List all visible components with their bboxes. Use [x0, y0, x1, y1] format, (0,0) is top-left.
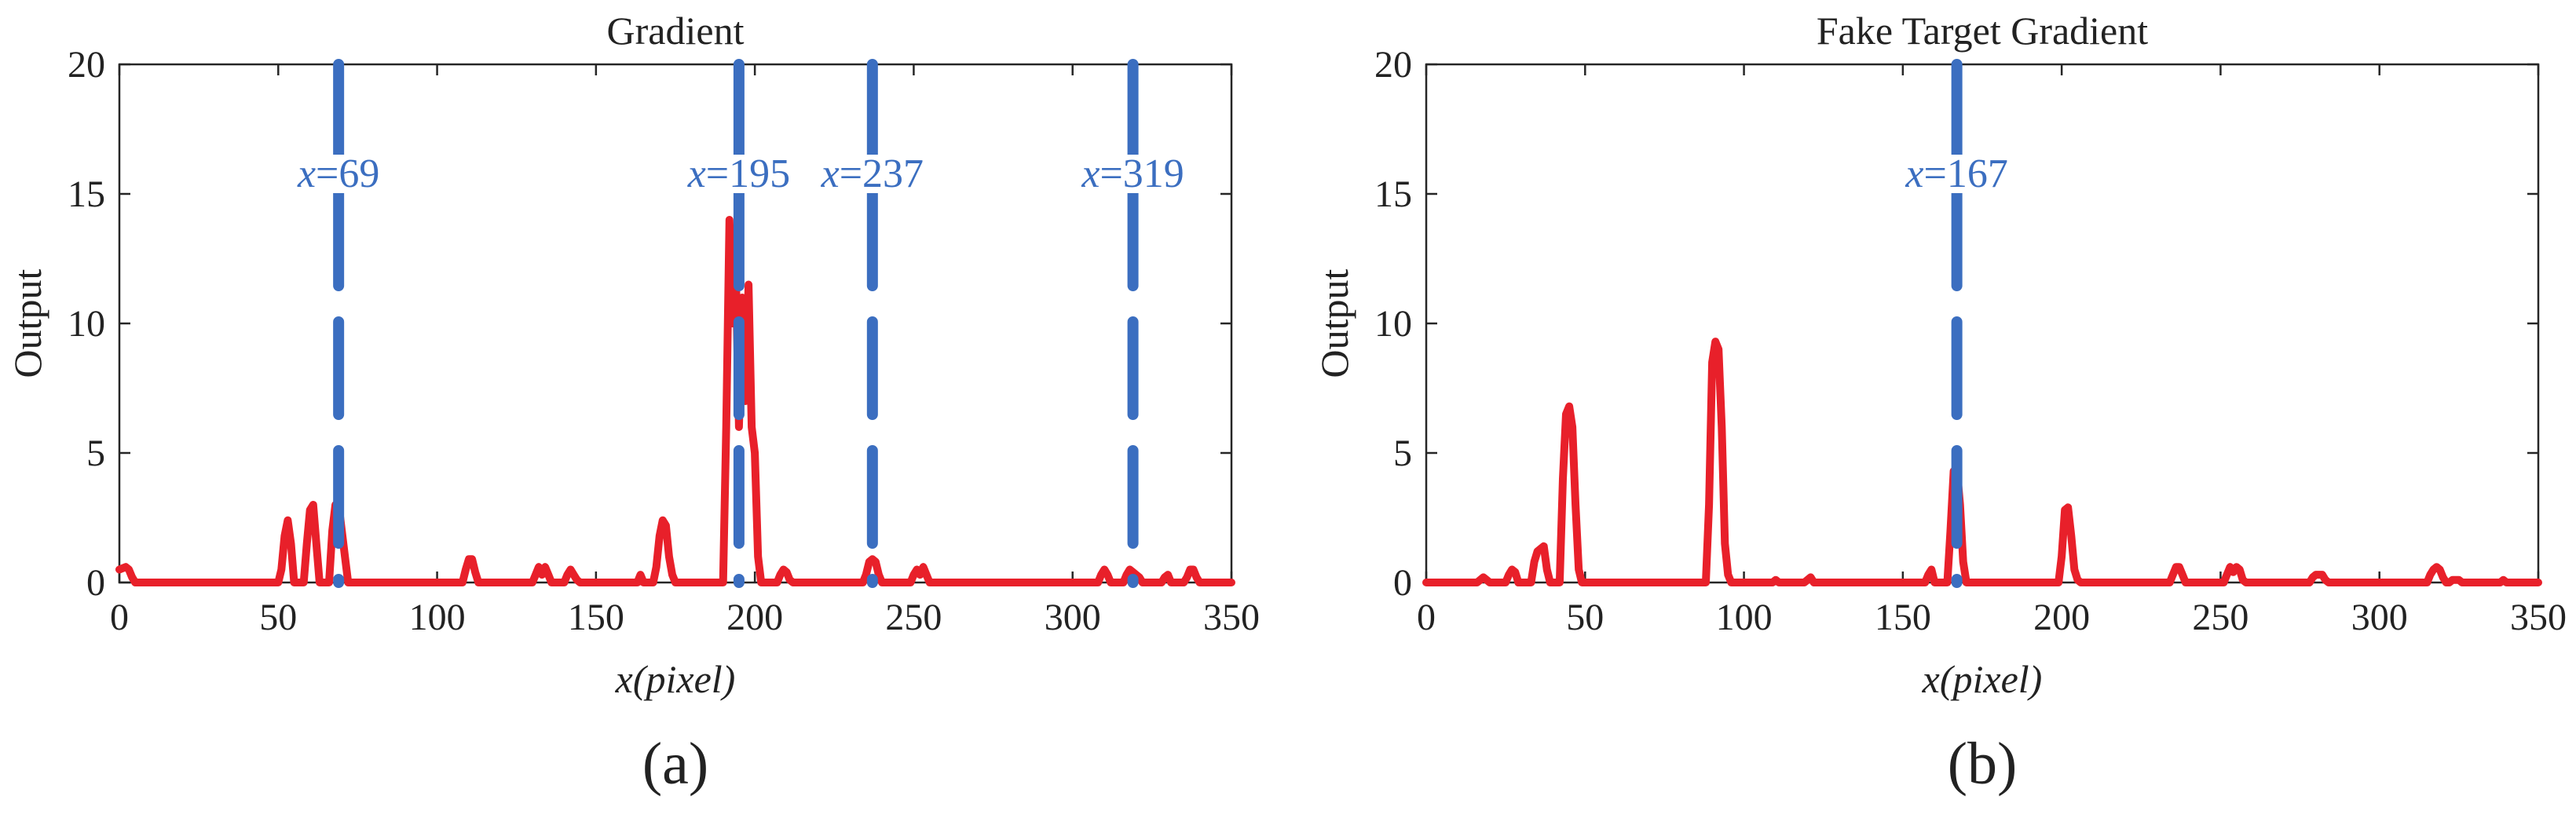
annotation-label-bg [1078, 155, 1187, 193]
annotation-label-value: =237 [840, 152, 924, 196]
x-axis-label: x(pixel) [1922, 657, 2043, 701]
y-tick-label: 0 [86, 562, 105, 604]
x-tick-label: 200 [726, 597, 783, 638]
y-tick-label: 10 [68, 303, 105, 345]
y-tick-label: 10 [1374, 303, 1412, 345]
series-line [1422, 338, 2542, 586]
annotation-label-bg [817, 155, 928, 193]
x-tick-label: 0 [1417, 597, 1436, 638]
annotation-label-variable: x [821, 152, 840, 196]
plot-area-frame [118, 63, 1233, 584]
annotation-label-bg [293, 155, 383, 193]
chart-panel-0: 0 50 100 150 200 250 300 350 0 5 10 15 20 Gradient x(p… [5, 9, 1260, 797]
x-tick-label: 350 [2510, 597, 2567, 638]
panel-label: (a) [642, 731, 708, 797]
annotation-label-value: =195 [706, 152, 790, 196]
chart-title: Gradient [607, 9, 745, 53]
x-tick-label: 200 [2033, 597, 2090, 638]
x-tick-label: 300 [1045, 597, 1101, 638]
x-tick-label: 50 [259, 597, 297, 638]
annotation-label: x=195 [687, 152, 790, 196]
annotation-label-variable: x [1081, 152, 1100, 196]
annotation-label-variable: x [687, 152, 706, 196]
annotation-label-variable: x [297, 152, 316, 196]
annotation-label-variable: x [1905, 152, 1923, 196]
plot-area-frame [1425, 63, 2540, 584]
annotation-label-bg [1901, 155, 2011, 193]
x-tick-label: 100 [1716, 597, 1773, 638]
x-tick-label: 150 [568, 597, 624, 638]
annotation-label: x=69 [297, 152, 379, 196]
y-tick-label: 5 [1393, 433, 1412, 474]
x-tick-label: 250 [885, 597, 942, 638]
annotation-label-value: =167 [1924, 152, 2008, 196]
x-tick-label: 0 [110, 597, 129, 638]
x-tick-label: 350 [1203, 597, 1260, 638]
chart-panel-1: 0 50 100 150 200 250 300 350 0 5 10 15 20 Fake Target… [1312, 9, 2567, 797]
panel-label: (b) [1948, 731, 2018, 797]
annotation-label: x=319 [1081, 152, 1184, 196]
annotation-label-value: =69 [316, 152, 379, 196]
x-tick-label: 300 [2351, 597, 2408, 638]
y-axis-label: Output [5, 268, 49, 378]
annotation-label-bg [683, 155, 794, 193]
y-tick-label: 0 [1393, 562, 1412, 604]
annotation-label: x=237 [821, 152, 924, 196]
y-tick-label: 15 [68, 173, 105, 215]
y-axis-label: Output [1312, 268, 1356, 378]
x-tick-label: 50 [1566, 597, 1604, 638]
series-line [115, 216, 1235, 586]
annotation-label-value: =319 [1100, 152, 1184, 196]
x-tick-label: 250 [2192, 597, 2249, 638]
y-tick-label: 20 [1374, 44, 1412, 86]
x-axis-label: x(pixel) [615, 657, 736, 701]
x-tick-label: 100 [409, 597, 466, 638]
y-tick-label: 20 [68, 44, 105, 86]
y-tick-label: 5 [86, 433, 105, 474]
y-tick-label: 15 [1374, 173, 1412, 215]
chart-title: Fake Target Gradient [1817, 9, 2148, 53]
x-tick-label: 150 [1875, 597, 1931, 638]
annotation-label: x=167 [1905, 152, 2007, 196]
